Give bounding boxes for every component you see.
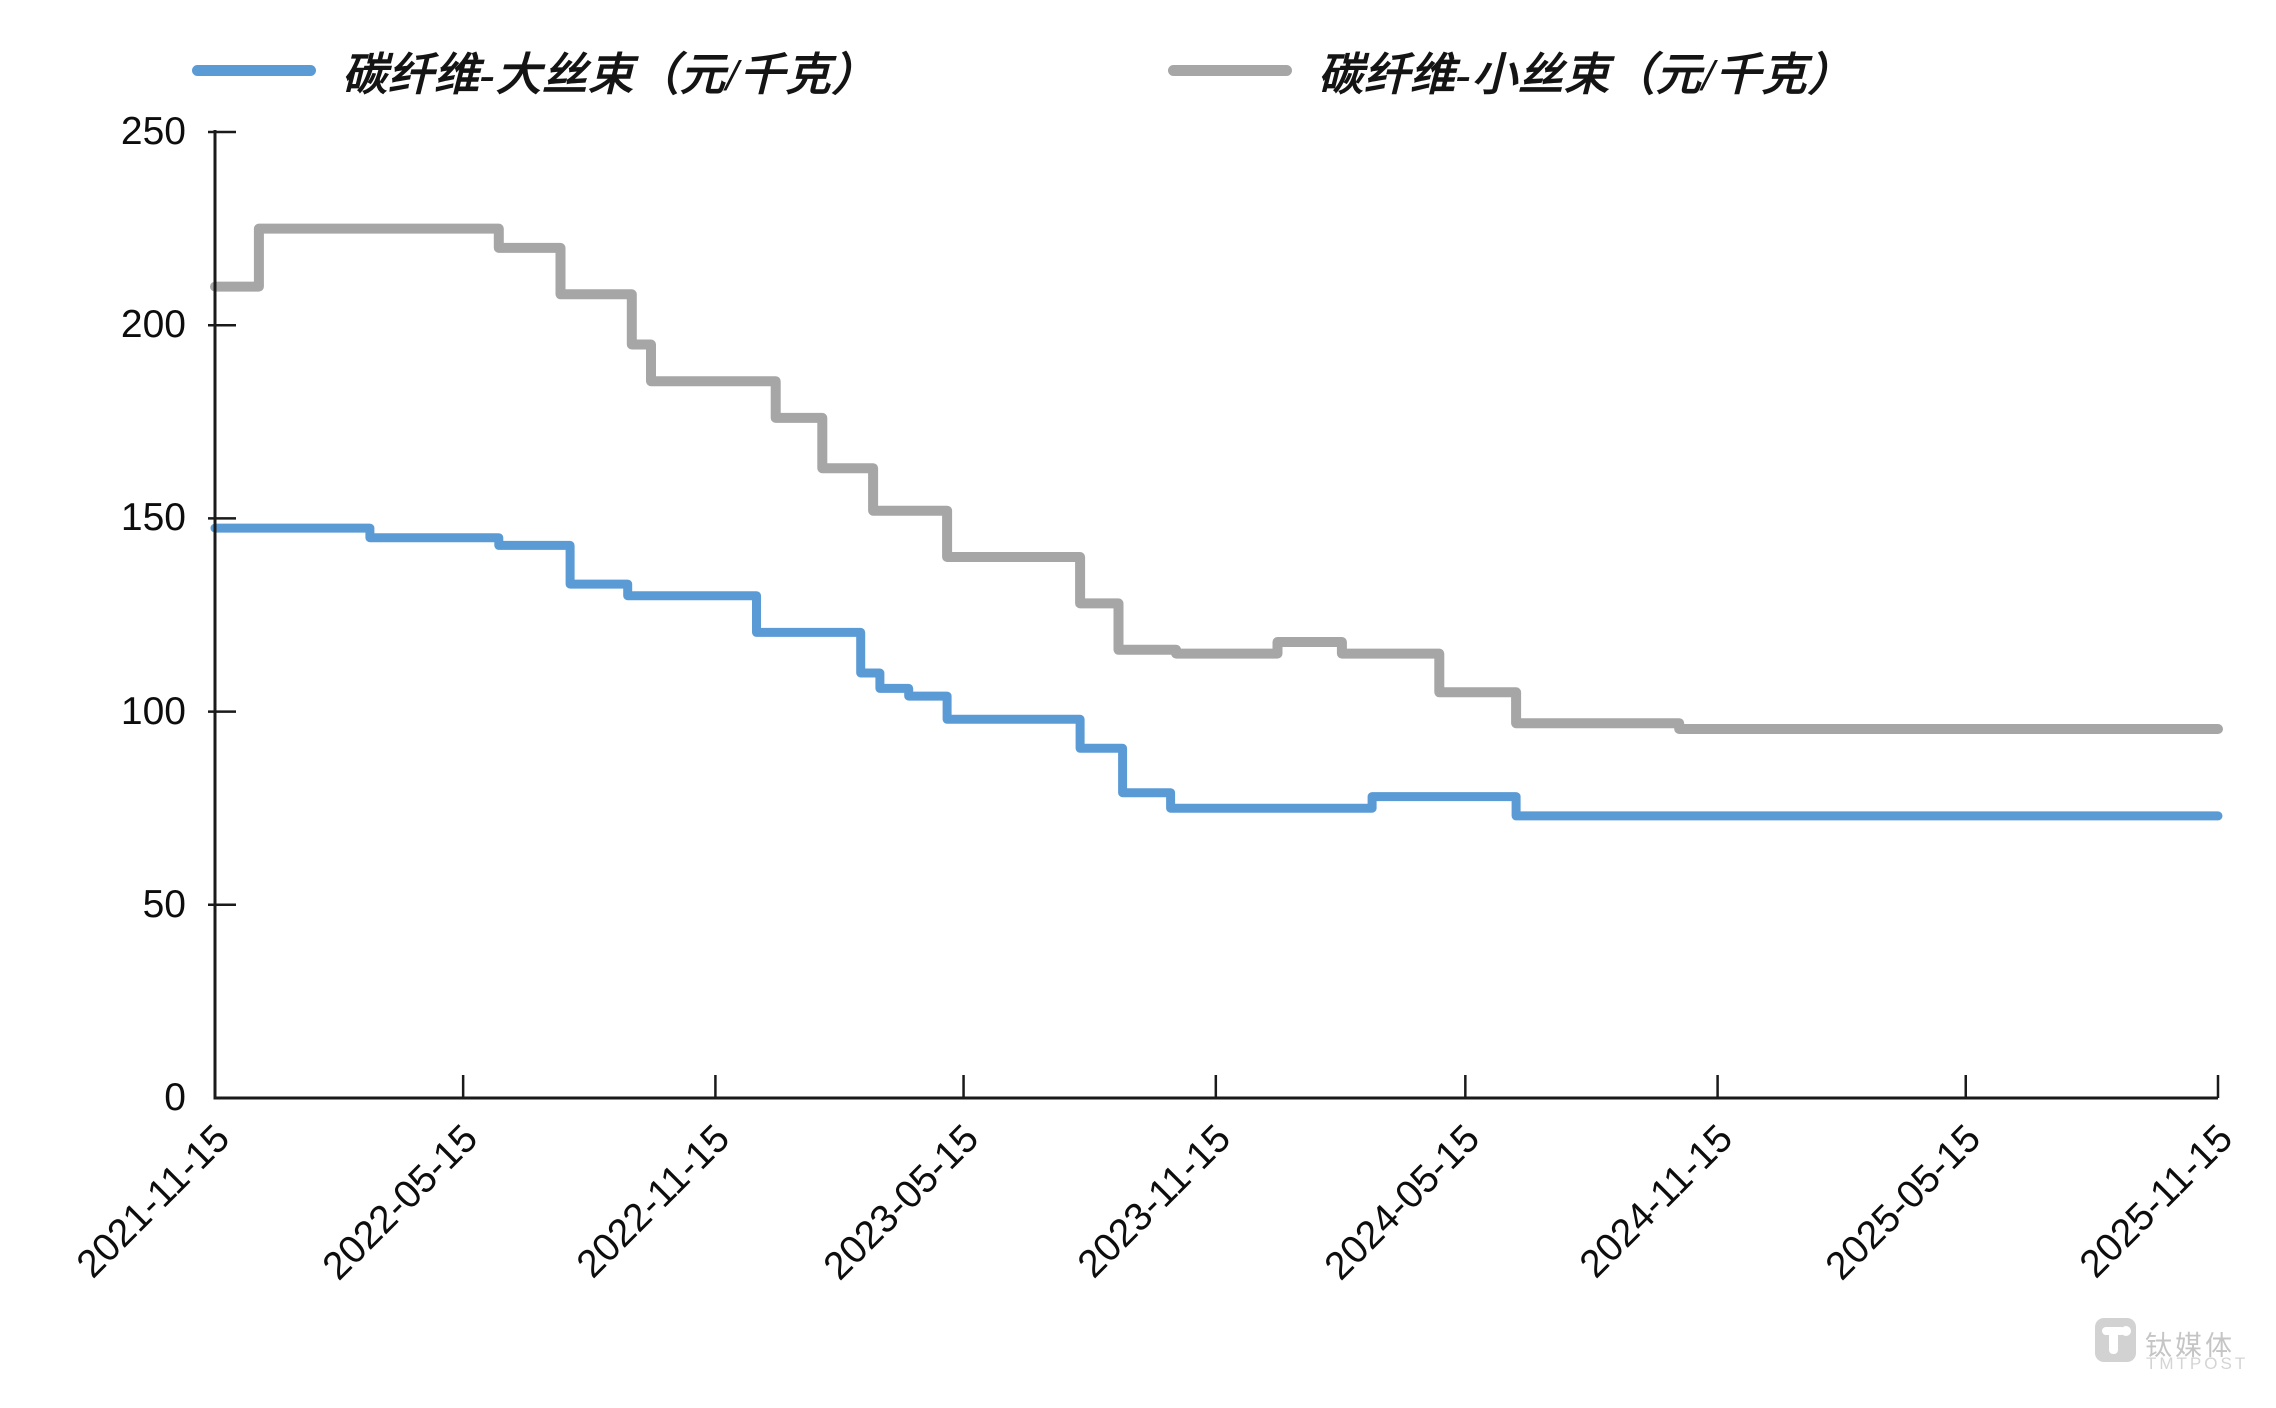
y-tick-label: 200 — [120, 303, 186, 347]
tmtpost-watermark: 钛媒体 TMTPOST — [2095, 1318, 2265, 1378]
tmtpost-logo-icon — [2095, 1318, 2136, 1362]
legend-item-large-tow: 碳纤维-大丝束（元/千克） — [192, 38, 878, 103]
y-tick-label: 100 — [120, 689, 186, 733]
y-tick-label: 50 — [142, 882, 186, 926]
legend-item-small-tow: 碳纤维-小丝束（元/千克） — [1168, 38, 1854, 103]
series-line — [210, 523, 2223, 821]
legend-label-large-tow: 碳纤维-大丝束（元/千克） — [342, 50, 878, 100]
y-tick-label: 0 — [164, 1076, 186, 1119]
y-tick-label: 150 — [120, 496, 186, 540]
legend-label-small-tow: 碳纤维-小丝束（元/千克） — [1318, 50, 1854, 100]
watermark-cn-text: 钛媒体 — [2145, 1331, 2235, 1361]
series-line — [210, 223, 2223, 734]
watermark-en-text: TMTPOST — [2146, 1354, 2249, 1373]
legend-swatch-small-tow — [1168, 65, 1292, 76]
axis-lines — [213, 130, 2218, 1100]
legend-swatch-large-tow — [192, 65, 316, 76]
y-tick-label: 250 — [120, 110, 186, 153]
